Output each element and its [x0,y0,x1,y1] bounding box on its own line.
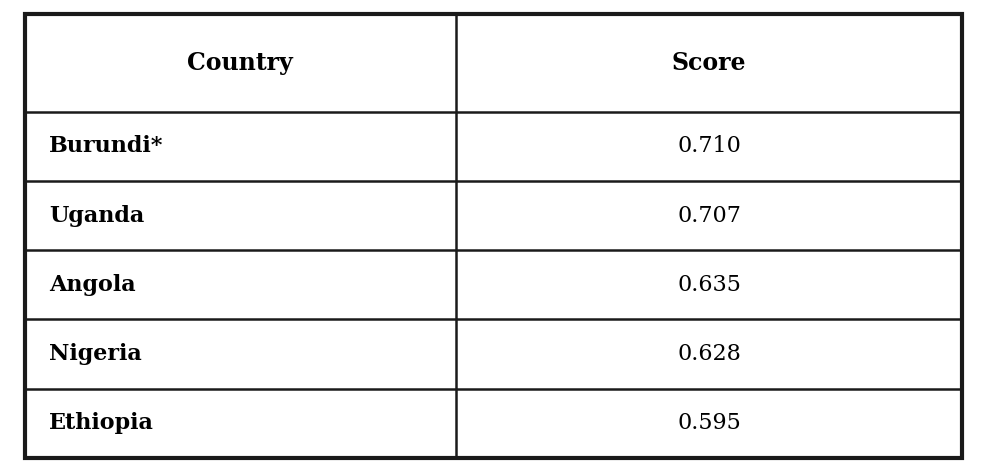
Text: Angola: Angola [49,274,136,296]
Text: Nigeria: Nigeria [49,343,142,365]
Text: Ethiopia: Ethiopia [49,412,154,434]
Text: 0.635: 0.635 [676,274,740,296]
Text: Burundi*: Burundi* [49,135,164,157]
Text: 0.710: 0.710 [676,135,740,157]
Text: Country: Country [187,51,293,75]
Text: 0.707: 0.707 [676,204,740,227]
Text: Uganda: Uganda [49,204,145,227]
Text: Score: Score [671,51,745,75]
Text: 0.628: 0.628 [676,343,740,365]
Text: 0.595: 0.595 [676,412,740,434]
